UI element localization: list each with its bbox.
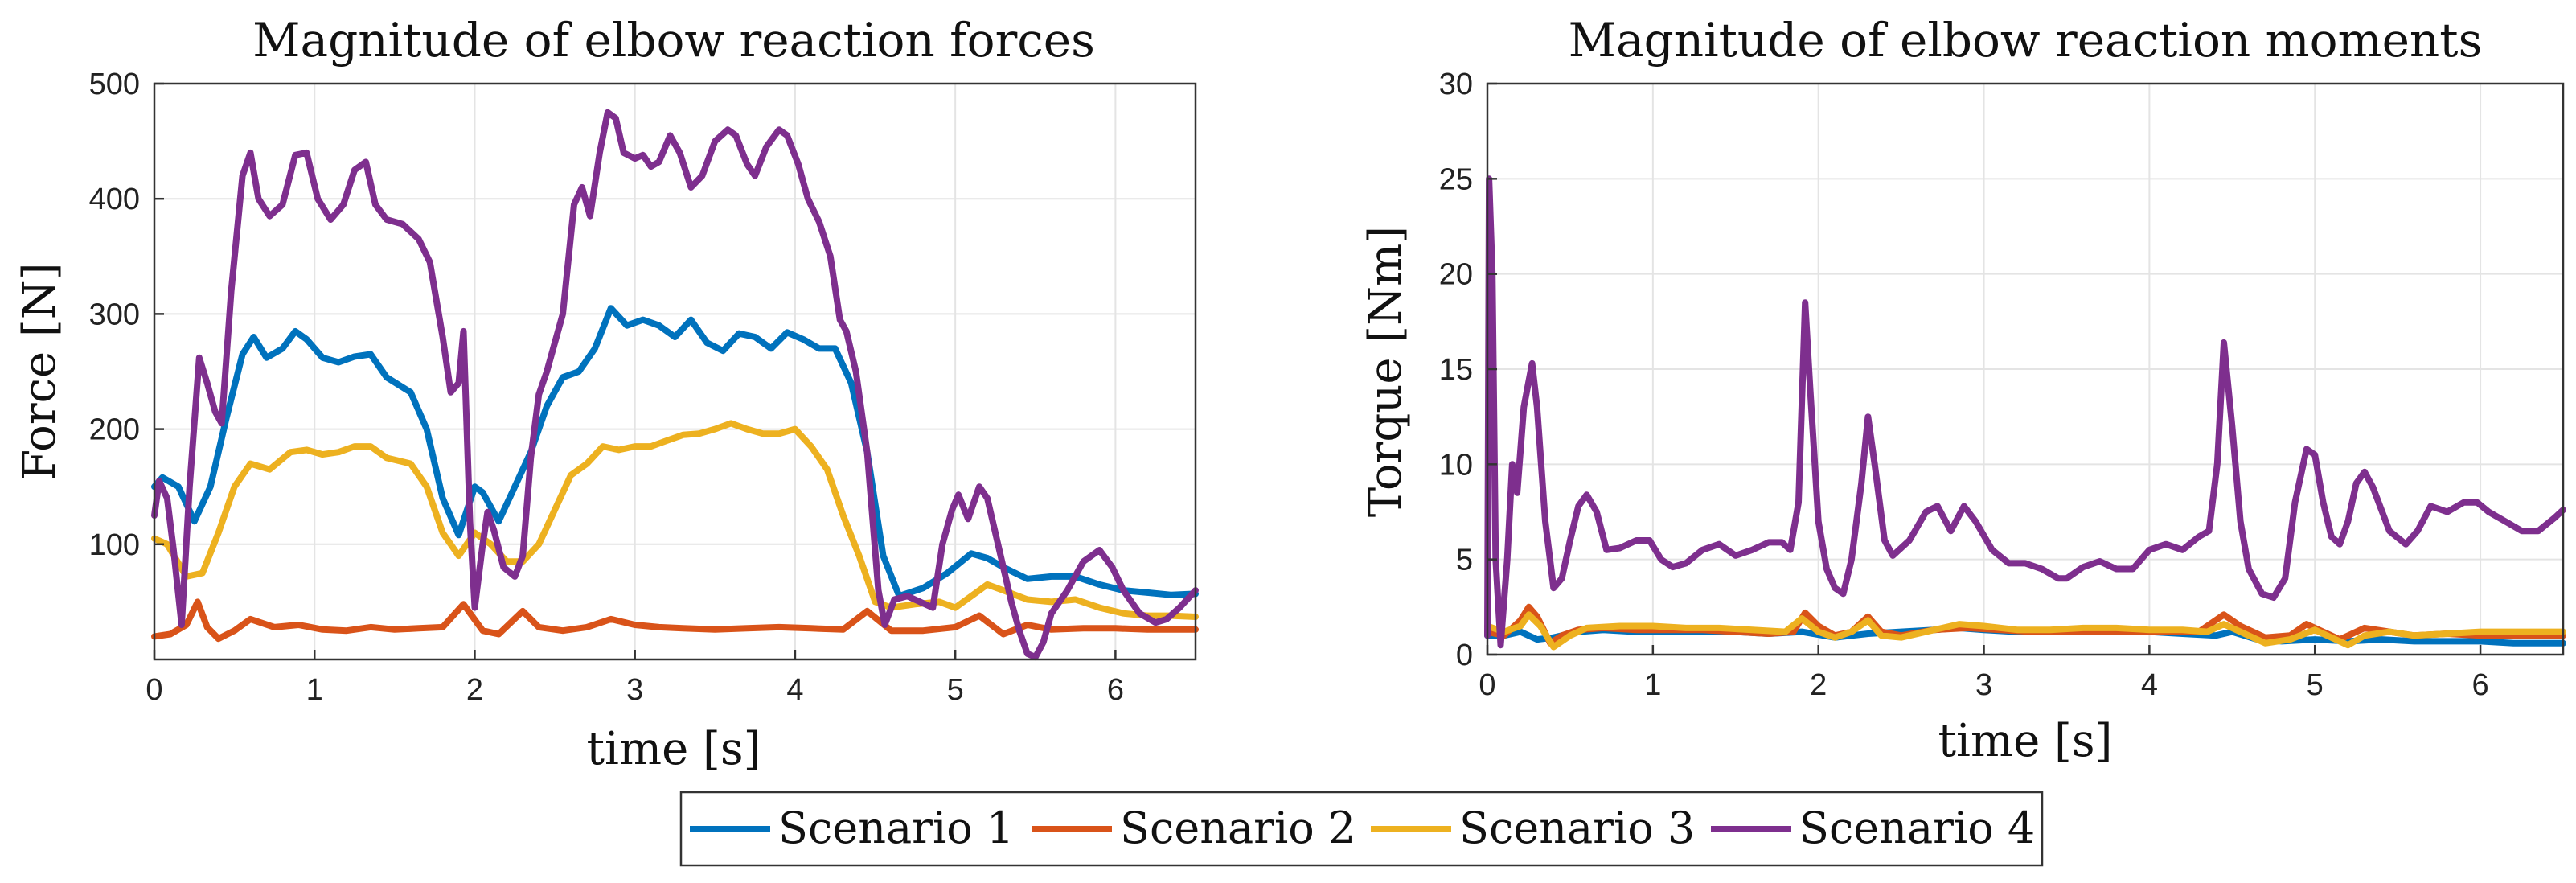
force-chart-xtick-label-0: 0 <box>146 673 162 707</box>
legend-label-scenario-4: Scenario 4 <box>1799 803 2035 853</box>
legend-entry-scenario-4: Scenario 4 <box>1711 803 2035 853</box>
torque-chart: Magnitude of elbow reaction moments 0 1 2 3… <box>1360 13 2566 767</box>
force-chart-xtick-label-2: 2 <box>466 673 483 707</box>
force-chart-axes-box <box>153 82 1197 661</box>
legend-label-scenario-1: Scenario 1 <box>778 803 1014 853</box>
torque-chart-ytick-label-30: 30 <box>1439 68 1473 101</box>
torque-chart-xtick-label-5: 5 <box>2307 668 2324 702</box>
legend-box <box>679 791 2044 867</box>
force-chart-xtick-label-4: 4 <box>786 673 803 707</box>
force-chart-xtick-label-1: 1 <box>306 673 323 707</box>
force-chart-ytick-label-300: 300 <box>89 298 140 331</box>
legend-entry-scenario-2: Scenario 2 <box>1032 803 1356 853</box>
force-chart-xtick-label-6: 6 <box>1107 673 1124 707</box>
torque-chart-ytick-label-5: 5 <box>1456 544 1473 577</box>
torque-chart-xtick-label-2: 2 <box>1810 668 1827 702</box>
force-chart-lines <box>151 109 1199 661</box>
force-chart-title: Magnitude of elbow reaction forces <box>252 13 1095 68</box>
force-chart-line-scenario-1 <box>151 305 1199 600</box>
torque-chart-ticks: 0 1 2 3 4 5 6 0 5 10 15 20 25 30 <box>1439 68 2489 702</box>
force-chart-grid <box>154 83 1196 659</box>
torque-chart-ytick-label-15: 15 <box>1439 353 1473 387</box>
force-chart-xtick-label-5: 5 <box>947 673 964 707</box>
legend-entry-scenario-1: Scenario 1 <box>690 803 1014 853</box>
force-chart-ylabel: Force [N] <box>14 262 66 480</box>
torque-chart-xtick-label-6: 6 <box>2472 668 2489 702</box>
torque-chart-xtick-label-1: 1 <box>1644 668 1661 702</box>
torque-chart-line-scenario-3 <box>1484 611 2566 651</box>
force-chart-ytick-label-500: 500 <box>89 68 140 101</box>
legend-label-scenario-2: Scenario 2 <box>1120 803 1356 853</box>
force-chart-ytick-label-400: 400 <box>89 183 140 216</box>
torque-chart-ylabel: Torque [Nm] <box>1360 226 1412 517</box>
torque-chart-xtick-label-4: 4 <box>2141 668 2158 702</box>
force-chart-ticks: 0 1 2 3 4 5 6 100 200 300 400 500 <box>89 68 1124 707</box>
torque-chart-lines <box>1484 175 2566 651</box>
legend-label-scenario-3: Scenario 3 <box>1459 803 1695 853</box>
torque-chart-xlabel: time [s] <box>1938 715 2113 767</box>
torque-chart-ytick-label-20: 20 <box>1439 258 1473 292</box>
force-chart-xlabel: time [s] <box>587 723 761 775</box>
torque-chart-xtick-label-3: 3 <box>1975 668 1992 702</box>
force-chart-line-scenario-3 <box>151 420 1199 620</box>
force-chart-line-scenario-4 <box>151 109 1199 661</box>
torque-chart-title: Magnitude of elbow reaction moments <box>1569 13 2483 68</box>
force-chart-xtick-label-3: 3 <box>626 673 643 707</box>
legend: Scenario 1 Scenario 2 Scenario 3 Scenari… <box>679 791 2044 867</box>
torque-chart-ytick-label-10: 10 <box>1439 448 1473 482</box>
force-chart-ytick-label-100: 100 <box>89 528 140 562</box>
torque-chart-ytick-label-25: 25 <box>1439 162 1473 196</box>
torque-chart-ytick-label-0: 0 <box>1456 639 1473 672</box>
legend-entry-scenario-3: Scenario 3 <box>1371 803 1695 853</box>
torque-chart-line-scenario-4 <box>1484 175 2566 649</box>
force-chart-ytick-label-200: 200 <box>89 413 140 447</box>
torque-chart-xtick-label-0: 0 <box>1479 668 1495 702</box>
force-chart-line-scenario-2 <box>151 598 1199 643</box>
force-chart: Magnitude of elbow reaction forces 0 1 2 3 4… <box>14 13 1199 775</box>
